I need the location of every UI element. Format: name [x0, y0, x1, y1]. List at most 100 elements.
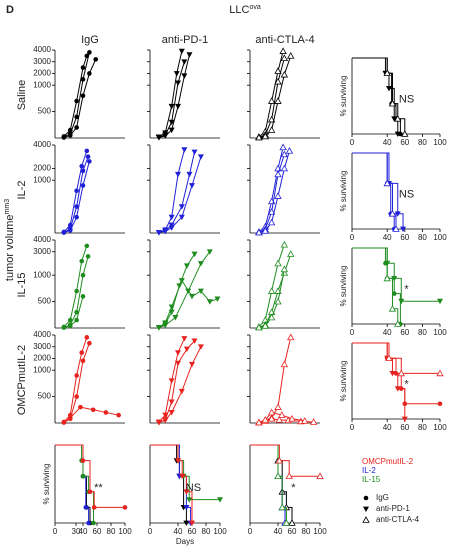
survival-y-label: % surviving	[339, 361, 348, 402]
marker	[267, 115, 276, 123]
y-tick-label: 4000	[33, 140, 51, 149]
y-tick-label: 500	[38, 297, 52, 306]
survival-curve	[55, 444, 91, 523]
marker	[280, 164, 289, 172]
marker	[181, 336, 188, 342]
marker	[274, 192, 282, 199]
x-tick-label: 100	[433, 423, 447, 432]
marker	[191, 251, 198, 258]
y-label-main: tumor volume	[4, 214, 16, 281]
marker	[74, 114, 79, 120]
marker	[383, 69, 391, 76]
marker	[287, 250, 295, 257]
survival-curve	[352, 342, 440, 374]
marker	[280, 265, 289, 273]
marker	[80, 458, 86, 463]
marker	[287, 52, 295, 59]
marker	[74, 309, 79, 315]
marker	[261, 227, 269, 234]
marker	[394, 131, 401, 137]
marker	[394, 114, 402, 122]
x-tick-label: 100	[118, 527, 132, 536]
x-tick-label: 0	[53, 527, 58, 536]
marker	[80, 183, 86, 188]
marker	[168, 127, 175, 134]
marker	[186, 52, 193, 58]
marker	[385, 354, 393, 362]
marker	[206, 299, 213, 305]
marker	[288, 414, 296, 422]
legend-entry: IL-2	[362, 466, 376, 475]
marker	[67, 323, 73, 329]
marker	[383, 274, 391, 282]
marker	[280, 360, 289, 368]
marker	[74, 373, 79, 378]
marker	[275, 456, 284, 464]
column-header: anti-CTLA-4	[255, 34, 314, 46]
marker	[181, 73, 188, 79]
marker	[183, 489, 190, 495]
x-tick-label: 0	[350, 423, 355, 432]
marker	[267, 414, 276, 422]
tumor-curve	[158, 346, 202, 423]
tumor-curve	[258, 253, 292, 328]
marker	[280, 269, 289, 276]
marker	[74, 394, 79, 399]
marker	[86, 520, 91, 526]
marker	[74, 214, 79, 220]
marker	[288, 519, 296, 526]
tumor-curve	[63, 161, 90, 233]
marker	[267, 97, 276, 104]
marker	[383, 179, 391, 187]
marker	[388, 99, 397, 107]
x-tick-label: 80	[418, 423, 427, 432]
marker	[280, 70, 289, 78]
marker	[80, 65, 86, 70]
marker	[84, 148, 90, 154]
legend-entry: IgG	[376, 493, 389, 502]
marker	[274, 77, 282, 85]
marker	[436, 369, 444, 377]
marker	[172, 315, 179, 321]
marker	[74, 288, 79, 294]
marker	[389, 371, 396, 377]
marker	[197, 154, 204, 160]
marker	[90, 407, 96, 413]
marker	[80, 168, 86, 174]
survival-curve	[352, 152, 395, 229]
x-axis-label: Days	[176, 537, 194, 546]
y-tick-label: 2000	[33, 69, 51, 78]
x-tick-label: 0	[350, 138, 355, 147]
significance-label: *	[291, 482, 296, 494]
legend-entry: IL-15	[362, 475, 381, 484]
survival-curve	[352, 247, 399, 324]
y-tick-label: 1000	[33, 80, 51, 89]
x-tick-label: 0	[148, 527, 153, 536]
marker	[162, 229, 169, 235]
marker	[274, 97, 282, 104]
x-tick-label: 40	[174, 527, 183, 536]
marker	[392, 225, 400, 232]
significance-label: NS	[186, 482, 201, 494]
survival-y-label: % surviving	[339, 266, 348, 307]
significance-label: *	[404, 379, 409, 391]
survival-curve	[352, 57, 406, 134]
marker	[87, 50, 92, 55]
marker	[74, 317, 79, 323]
marker	[84, 243, 90, 249]
marker	[278, 411, 286, 418]
marker	[61, 135, 67, 140]
tumor-curve	[63, 52, 90, 138]
marker	[67, 228, 73, 233]
survival-y-label: % surviving	[339, 76, 348, 117]
marker	[80, 294, 86, 299]
marker	[85, 254, 91, 259]
x-tick-label: 0	[248, 527, 253, 536]
marker	[183, 346, 190, 353]
y-tick-label: 1000	[33, 365, 51, 374]
y-tick-label: 500	[38, 107, 52, 116]
marker	[183, 520, 190, 526]
y-tick-label: 4000	[33, 235, 51, 244]
marker	[388, 209, 397, 217]
survival-y-label: % surviving	[339, 171, 348, 212]
